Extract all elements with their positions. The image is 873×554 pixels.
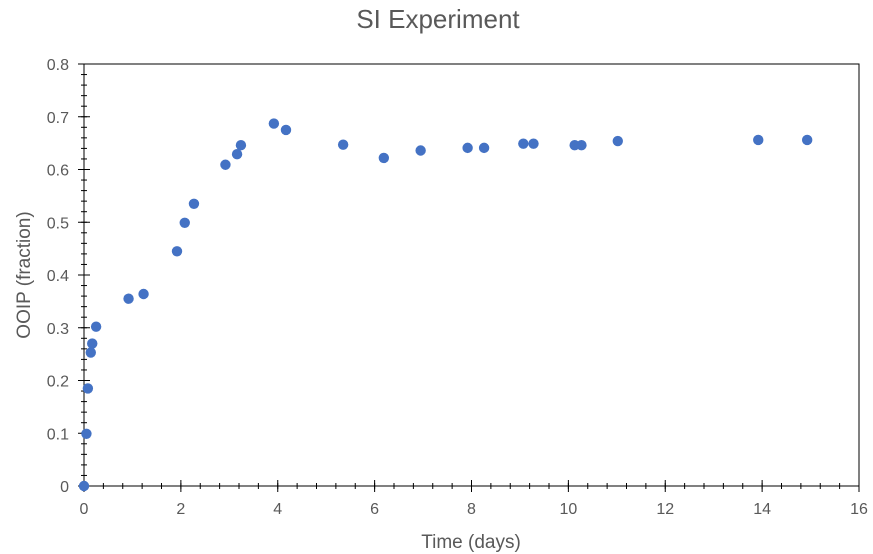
- x-tick-label: 0: [80, 501, 89, 518]
- data-point: [85, 347, 96, 358]
- x-tick-label: 8: [467, 501, 476, 518]
- data-point: [138, 288, 149, 300]
- y-axis-label: OOIP (fraction): [14, 211, 35, 338]
- data-point: [90, 321, 102, 332]
- data-point: [123, 293, 134, 304]
- x-tick-label: 14: [753, 501, 771, 518]
- data-point: [801, 134, 813, 146]
- y-tick-label: 0.7: [47, 110, 69, 127]
- x-tick-label: 16: [850, 501, 868, 518]
- data-point: [462, 142, 473, 154]
- y-tick-label: 0.8: [47, 57, 69, 74]
- data-point: [478, 142, 490, 154]
- data-point: [753, 134, 764, 146]
- data-point: [518, 138, 529, 149]
- plot-area: [83, 63, 860, 487]
- y-tick-label: 0: [60, 479, 69, 496]
- x-tick-label: 2: [176, 501, 185, 518]
- data-point: [87, 338, 98, 349]
- data-point: [220, 159, 231, 170]
- data-point: [268, 118, 280, 129]
- data-point: [415, 145, 426, 156]
- y-tick-label: 0.2: [47, 374, 69, 391]
- x-tick-label: 6: [370, 501, 379, 518]
- y-tick-label: 0.4: [47, 268, 69, 285]
- x-tick-label: 12: [656, 501, 674, 518]
- data-point: [235, 140, 247, 151]
- chart-title: SI Experiment: [356, 4, 520, 34]
- x-tick-label: 10: [559, 501, 577, 518]
- y-tick-label: 0.3: [47, 321, 69, 338]
- data-point: [81, 428, 92, 439]
- x-tick-label: 4: [273, 501, 282, 518]
- data-points: [78, 118, 813, 492]
- data-point: [612, 135, 623, 147]
- x-axis-label: Time (days): [421, 532, 521, 553]
- data-point: [378, 152, 390, 164]
- ticks-layer: 0 0.1 0.2 0.3 0.4 0.5 0.6 0.7 0.8 0 2 4 6 8 10 12 14 16: [47, 57, 868, 518]
- data-point: [179, 217, 190, 228]
- y-tick-label: 0.1: [47, 426, 69, 443]
- y-tick-label: 0.5: [47, 215, 69, 232]
- data-point: [576, 140, 587, 151]
- data-point: [82, 383, 94, 394]
- data-point: [280, 124, 292, 136]
- data-point: [528, 138, 539, 149]
- data-point: [337, 139, 349, 150]
- data-point: [188, 198, 200, 209]
- data-point: [231, 149, 243, 160]
- data-point: [171, 246, 183, 257]
- data-point: [78, 480, 90, 492]
- y-tick-label: 0.6: [47, 163, 69, 180]
